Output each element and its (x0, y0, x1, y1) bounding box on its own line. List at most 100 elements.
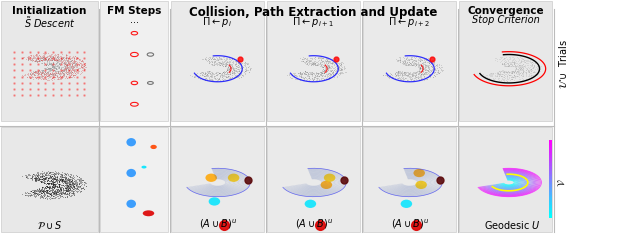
Point (218, 59, 228, 63)
Point (214, 60, 225, 64)
Point (55, 63, 65, 66)
Point (30, 59, 40, 63)
Point (43, 57, 53, 60)
Point (31, 57, 42, 61)
Point (501, 72, 511, 76)
Point (68, 58, 79, 62)
Point (301, 74, 312, 78)
Point (502, 74, 513, 78)
Point (411, 63, 421, 67)
Ellipse shape (324, 173, 335, 182)
Point (317, 59, 328, 63)
Point (204, 59, 214, 63)
Point (77, 63, 87, 67)
Point (309, 62, 319, 66)
Point (419, 66, 429, 70)
Point (49, 56, 60, 59)
Point (337, 71, 347, 75)
Point (30, 176, 40, 180)
Point (61, 69, 71, 73)
Point (42, 178, 52, 182)
Point (206, 57, 216, 61)
Point (211, 57, 221, 61)
Point (49, 55, 60, 59)
Point (40, 71, 51, 75)
Point (28, 55, 38, 59)
Point (411, 75, 421, 79)
Point (46, 53, 56, 57)
Point (202, 73, 212, 77)
Point (514, 72, 524, 76)
Point (319, 74, 330, 77)
Point (221, 63, 231, 66)
Point (529, 64, 540, 68)
Point (38, 77, 49, 80)
Point (65, 55, 75, 58)
Point (307, 60, 317, 64)
Point (39, 58, 49, 62)
Point (38, 68, 48, 72)
Point (34, 69, 44, 73)
Point (50, 58, 60, 62)
Point (37, 177, 47, 181)
Point (410, 71, 420, 75)
Point (71, 64, 81, 68)
Point (412, 75, 422, 79)
Point (422, 75, 433, 79)
Text: $(A \cup B)^{u}$: $(A \cup B)^{u}$ (390, 218, 429, 231)
Point (415, 71, 425, 75)
Point (44, 73, 54, 76)
Point (204, 69, 214, 73)
Point (500, 70, 511, 73)
Point (205, 72, 216, 76)
Point (60, 173, 70, 176)
Point (67, 175, 77, 179)
Point (195, 75, 205, 78)
Point (50, 185, 60, 189)
Point (42, 188, 52, 191)
Point (527, 60, 537, 64)
Point (47, 73, 57, 77)
Point (47, 76, 58, 80)
Point (511, 64, 521, 68)
Point (30, 191, 40, 195)
Point (62, 64, 72, 68)
Point (29, 176, 39, 179)
Point (42, 60, 52, 64)
Point (45, 74, 55, 78)
Point (209, 77, 220, 80)
Point (321, 67, 332, 71)
Point (332, 66, 342, 70)
Point (52, 185, 62, 188)
Point (397, 77, 408, 81)
Point (58, 56, 68, 60)
Point (237, 74, 248, 78)
Point (525, 73, 536, 77)
Point (414, 66, 424, 70)
Point (513, 63, 524, 67)
Point (45, 192, 55, 196)
Point (295, 77, 305, 81)
Point (45, 67, 56, 71)
Point (62, 59, 72, 63)
Point (40, 66, 50, 70)
Point (67, 180, 77, 184)
Point (504, 70, 514, 73)
Point (60, 180, 70, 184)
Point (47, 194, 58, 197)
Point (70, 184, 81, 188)
Point (317, 71, 327, 75)
Point (423, 60, 433, 64)
Point (230, 71, 240, 75)
Point (392, 58, 403, 61)
Point (408, 76, 419, 80)
Point (518, 62, 529, 66)
Point (403, 60, 413, 64)
Point (221, 75, 232, 79)
Point (299, 78, 309, 82)
Point (295, 70, 305, 74)
Point (420, 57, 430, 61)
Point (300, 70, 310, 74)
Point (52, 175, 62, 178)
Point (65, 75, 76, 79)
